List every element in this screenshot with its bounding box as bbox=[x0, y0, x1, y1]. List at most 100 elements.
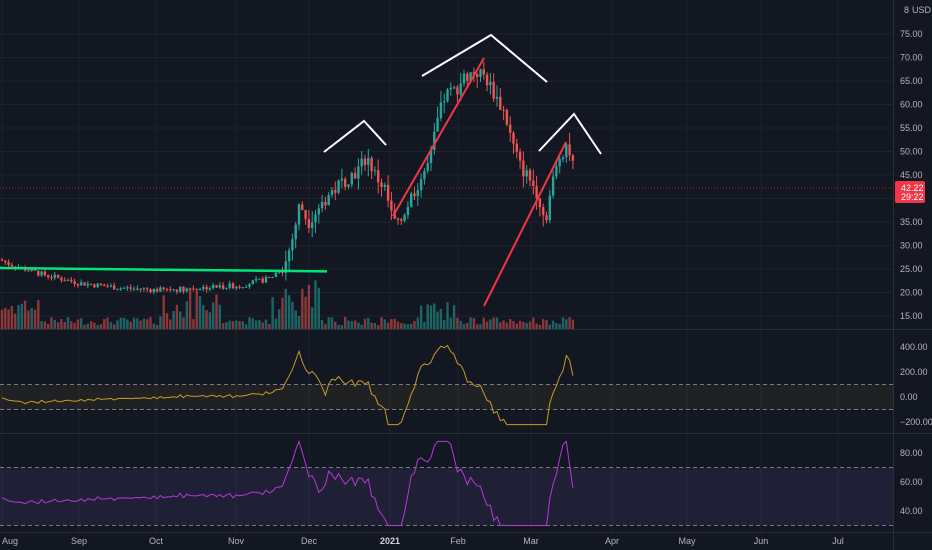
candle-body bbox=[291, 239, 294, 251]
volume-bar bbox=[33, 309, 37, 329]
volume-bar bbox=[291, 301, 294, 329]
time-tick-label: Dec bbox=[301, 536, 318, 546]
price-tick-label: 70.00 bbox=[900, 53, 923, 63]
volume-bar bbox=[542, 318, 545, 329]
candle-body bbox=[261, 278, 264, 283]
volume-bar bbox=[386, 322, 390, 329]
trend-line-rise bbox=[392, 57, 485, 217]
volume-bar bbox=[225, 322, 228, 329]
volume-bar bbox=[416, 317, 419, 329]
candle-body bbox=[192, 288, 195, 290]
volume-bar bbox=[248, 317, 251, 329]
cci-axis[interactable]: 400.00 200.00 0.00 −200.00 bbox=[900, 342, 932, 427]
time-tick-label: 2021 bbox=[380, 536, 400, 546]
cci-line bbox=[1, 344, 574, 426]
candle-body bbox=[377, 170, 380, 183]
volume-bar bbox=[228, 320, 231, 329]
rsi-tick-label: 40.00 bbox=[900, 506, 923, 516]
candle-body bbox=[327, 195, 330, 206]
candle-body bbox=[337, 180, 340, 193]
volume-bar bbox=[93, 322, 96, 329]
candle-body bbox=[225, 287, 228, 289]
volume-bar bbox=[350, 321, 353, 329]
candle-body bbox=[159, 287, 162, 292]
volume-bar bbox=[66, 317, 70, 329]
candle-body bbox=[350, 173, 353, 185]
volume-bar bbox=[284, 288, 287, 329]
volume-bar bbox=[439, 308, 443, 329]
volume-bar bbox=[212, 302, 215, 329]
candle-body bbox=[320, 201, 324, 209]
candle-body bbox=[416, 190, 419, 197]
volume-bar bbox=[320, 319, 324, 329]
candle-body bbox=[287, 250, 291, 262]
candle-body bbox=[93, 284, 96, 288]
price-tick-label: 65.00 bbox=[900, 76, 923, 86]
candle-body bbox=[489, 81, 492, 86]
candle-body bbox=[96, 283, 99, 288]
candle-body bbox=[314, 214, 317, 223]
volume-bar bbox=[192, 319, 195, 329]
candle-body bbox=[334, 190, 337, 193]
candle-body bbox=[165, 289, 169, 291]
candle-body bbox=[367, 158, 370, 165]
volume-bar bbox=[53, 319, 56, 329]
candle-body bbox=[47, 275, 50, 277]
volume-bar bbox=[172, 311, 175, 329]
candle-body bbox=[400, 219, 403, 221]
candle-body bbox=[485, 74, 489, 86]
volume-bar bbox=[360, 324, 363, 329]
candle-body bbox=[456, 87, 459, 95]
candle-body bbox=[89, 283, 93, 285]
candle-body bbox=[297, 204, 301, 225]
volume-bar bbox=[287, 295, 291, 329]
volume-bar bbox=[317, 287, 320, 329]
volume-bar bbox=[215, 294, 218, 329]
cci-tick-label: 400.00 bbox=[900, 342, 928, 352]
volume-bar bbox=[10, 305, 14, 329]
rsi-axis[interactable]: 80.00 60.00 40.00 bbox=[900, 448, 923, 516]
candle-body bbox=[7, 262, 10, 265]
volume-bar bbox=[558, 323, 561, 329]
candle-body bbox=[413, 193, 416, 197]
candle-body bbox=[208, 288, 212, 290]
candle-body bbox=[360, 158, 363, 167]
price-tick-label: 30.00 bbox=[900, 241, 923, 251]
scale-mode-label[interactable]: 8 bbox=[904, 5, 909, 15]
volume-bar bbox=[419, 305, 423, 329]
candle-body bbox=[469, 72, 472, 81]
volume-bar bbox=[258, 320, 261, 329]
volume-bar bbox=[264, 319, 268, 329]
candle-body bbox=[525, 170, 528, 177]
candle-body bbox=[505, 110, 509, 125]
candle-body bbox=[304, 210, 307, 220]
volume-bar bbox=[254, 320, 258, 329]
volume-bar bbox=[175, 304, 179, 329]
candle-body bbox=[406, 206, 410, 216]
price-axis[interactable]: 15.0020.0025.0030.0035.0040.0045.0050.00… bbox=[900, 29, 923, 321]
volume-bar bbox=[139, 320, 142, 329]
candle-body bbox=[538, 198, 542, 208]
candle-body bbox=[129, 287, 132, 289]
volume-bar bbox=[106, 317, 109, 329]
volume-bar bbox=[165, 313, 169, 329]
last-price-badge: 42.22 29:22 bbox=[895, 181, 925, 203]
candle-body bbox=[83, 282, 86, 286]
candle-body bbox=[294, 224, 297, 240]
candle-body bbox=[452, 87, 456, 89]
price-tick-label: 45.00 bbox=[900, 170, 923, 180]
volume-bar bbox=[132, 317, 136, 329]
candle-body bbox=[139, 288, 142, 290]
candle-body bbox=[542, 207, 545, 216]
candle-body bbox=[403, 215, 406, 221]
candle-body bbox=[142, 288, 146, 290]
volume-bar bbox=[0, 309, 4, 329]
volume-bar bbox=[532, 317, 535, 329]
rsi-overbought-oversold-band bbox=[0, 467, 893, 526]
time-axis[interactable]: Aug Sep Oct Nov Dec 2021 Feb Mar Apr May Jun Jul bbox=[2, 536, 844, 546]
candle-body bbox=[535, 185, 538, 199]
candle-body bbox=[449, 87, 452, 90]
volume-bar bbox=[568, 317, 571, 329]
volume-bar bbox=[492, 317, 495, 329]
